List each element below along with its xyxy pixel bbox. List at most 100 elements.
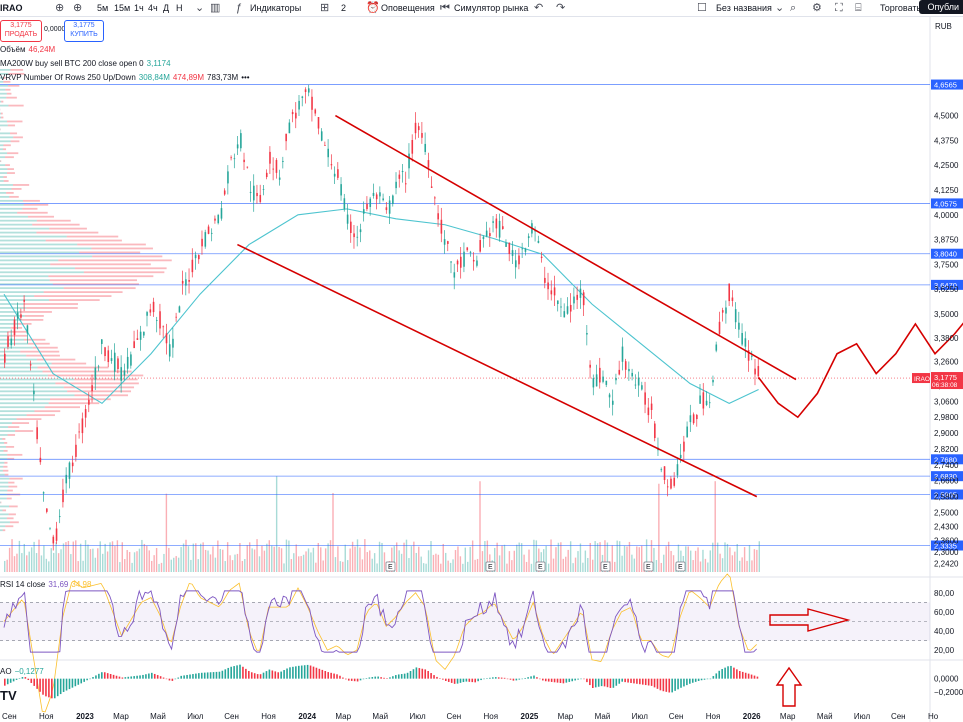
symbol-search[interactable]: IRAO	[0, 3, 23, 13]
fullscreen-icon[interactable]: ⛶	[835, 2, 843, 14]
volume-bar	[302, 554, 305, 572]
publish-button[interactable]: Опубли	[919, 0, 963, 14]
replay-button[interactable]: Симулятор рынка	[454, 3, 529, 13]
vrvp-row-down	[36, 358, 76, 361]
camera-icon[interactable]: ⌸	[855, 2, 862, 14]
vrvp-row-up	[0, 239, 46, 242]
alerts-button[interactable]: Оповещения	[381, 3, 435, 13]
settings-icon[interactable]: ⚙	[812, 2, 822, 14]
candle-body	[505, 242, 507, 247]
ao-legend[interactable]: AO −0,1277	[0, 667, 44, 676]
layout-name[interactable]: Без названия	[716, 3, 772, 13]
ao-bar	[18, 678, 21, 679]
interval-1h[interactable]: 1ч	[134, 3, 144, 13]
ao-bar	[103, 672, 106, 679]
volume-bar	[604, 540, 606, 572]
candles-icon[interactable]: ▥	[210, 2, 221, 14]
vrvp-row-down	[36, 219, 71, 222]
ma-legend[interactable]: MA200W buy sell BTC 200 close open 0 3,11…	[0, 59, 171, 68]
search-icon[interactable]: ⌕	[790, 2, 797, 14]
redo-icon[interactable]: ↷	[556, 2, 566, 14]
compare-icon[interactable]: ⊕	[55, 2, 65, 14]
candle-body	[375, 194, 378, 200]
ao-bar	[521, 678, 524, 680]
chevron-down-icon[interactable]: ⌄	[775, 2, 785, 14]
ao-bar	[148, 673, 150, 679]
volume-bar	[72, 541, 74, 572]
candle-body	[307, 88, 310, 93]
volume-bar	[645, 539, 648, 572]
ao-bar	[71, 678, 74, 688]
channel-lower-line	[237, 243, 758, 498]
indicators-button[interactable]: Индикаторы	[250, 3, 302, 13]
vrvp-row-up	[0, 509, 3, 512]
interval-15m[interactable]: 15м	[114, 3, 131, 13]
candle-body	[644, 392, 646, 405]
chevron-down-icon[interactable]: ⌄	[195, 2, 205, 14]
interval-4h[interactable]: 4ч	[148, 3, 158, 13]
volume-bar	[271, 545, 273, 572]
volume-bar	[138, 548, 141, 572]
candle-body	[589, 364, 591, 368]
rsi-legend[interactable]: RSI 14 close 31,69 34,98	[0, 580, 91, 589]
candle-body	[508, 242, 511, 254]
ao-bar	[477, 678, 479, 682]
ao-bar	[256, 674, 259, 679]
candle-body	[411, 140, 414, 154]
buy-button[interactable]: 3,1775 КУПИТЬ	[64, 20, 104, 42]
volume-bar	[160, 562, 163, 572]
volume-bar	[743, 547, 746, 572]
ao-bar	[686, 678, 688, 686]
interval-5m[interactable]: 5м	[97, 3, 109, 13]
vrvp-row-up	[0, 469, 3, 472]
interval-week[interactable]: Н	[176, 3, 183, 13]
volume-bar	[295, 544, 297, 572]
ao-bar	[262, 672, 265, 679]
more-icon[interactable]: •••	[241, 73, 250, 82]
volume-bar	[339, 561, 342, 572]
vrvp-legend[interactable]: VRVP Number Of Rows 250 Up/Down 308,84M 47…	[0, 73, 250, 82]
ao-bar	[592, 678, 594, 688]
ao-bar	[509, 678, 512, 680]
candle-body	[298, 100, 300, 110]
vrvp-row-down	[8, 72, 25, 75]
undo-icon[interactable]: ↶	[534, 2, 544, 14]
add-symbol-icon[interactable]: ⊕	[73, 2, 83, 14]
candle-body	[149, 309, 152, 313]
layout-square-icon[interactable]: ☐	[697, 2, 707, 14]
volume-legend[interactable]: Объём 46,24M	[0, 45, 55, 54]
vrvp-row-down	[10, 132, 18, 135]
volume-bar	[709, 550, 711, 572]
ao-bar	[265, 671, 268, 679]
ao-bar	[365, 678, 368, 679]
vrvp-row-up	[0, 84, 9, 87]
interval-day[interactable]: Д	[163, 3, 170, 13]
trade-button[interactable]: Торговать	[880, 3, 922, 13]
ao-bar	[33, 678, 35, 686]
layout-grid-icon[interactable]: ⊞	[320, 2, 330, 14]
price-tick-label: 4,5000	[934, 112, 959, 121]
volume-bar	[418, 546, 420, 572]
ao-bar	[718, 670, 721, 679]
candle-body	[291, 112, 294, 115]
vrvp-row-up	[0, 259, 59, 262]
candle-body	[569, 304, 572, 312]
currency-label[interactable]: RUB	[935, 22, 952, 31]
candle-body	[673, 477, 676, 486]
tradingview-logo[interactable]: TV	[0, 688, 17, 703]
volume-bar	[516, 544, 518, 572]
ao-bar	[259, 674, 262, 679]
volume-bar	[454, 550, 457, 572]
volume-bar	[712, 542, 714, 572]
sell-button[interactable]: 3,1775 ПРОДАТЬ	[0, 20, 42, 42]
ao-bar	[236, 665, 238, 679]
vrvp-row-down	[6, 96, 17, 99]
vrvp-row-down	[45, 239, 122, 242]
ao-bar	[68, 678, 71, 690]
earnings-marker-label: E	[603, 564, 608, 571]
volume-bar	[45, 558, 48, 572]
candle-body	[738, 322, 740, 330]
ao-bar	[377, 676, 379, 679]
volume-bar	[337, 546, 339, 572]
